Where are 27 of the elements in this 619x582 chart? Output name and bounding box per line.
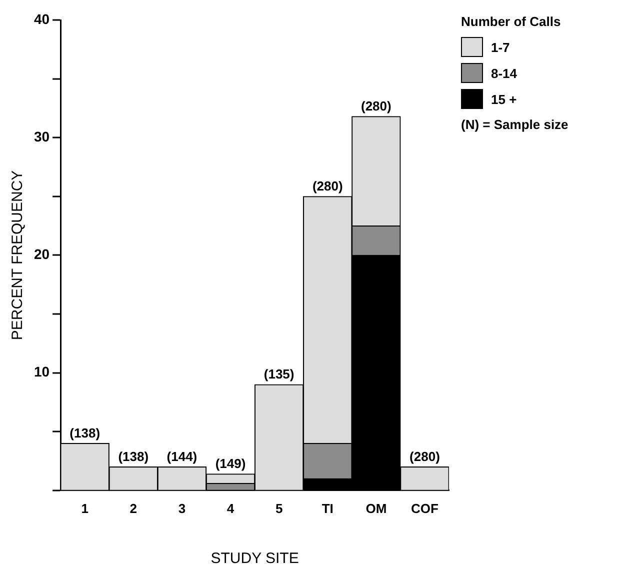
x-tick-label: 5 [275, 500, 283, 516]
legend-label: 1-7 [491, 40, 510, 54]
legend-title: Number of Calls [461, 14, 562, 29]
x-tick-label: 3 [178, 500, 186, 516]
annotation: (138) [70, 425, 100, 440]
text: (N) = Sample size [461, 117, 570, 132]
x-tick-label: OM [366, 500, 387, 516]
legend-label: 15 + [491, 92, 517, 106]
x-tick-label: 2 [130, 500, 138, 516]
x-tick-label: 4 [226, 500, 235, 516]
x-tick-label: TI [322, 500, 334, 516]
y-tick-label: 10 [34, 364, 50, 380]
x-axis-title: STUDY SITE [210, 550, 299, 568]
annotation: (149) [215, 456, 246, 472]
annotation: (280) [410, 448, 440, 464]
legend-label: 8-14 [491, 66, 518, 80]
annotation: (144) [166, 448, 198, 464]
y-tick-label: 30 [34, 128, 50, 144]
y-tick-label: 40 [34, 10, 50, 27]
annotation: (135) [264, 366, 294, 382]
y-tick-label: 20 [34, 246, 50, 262]
x-tick-label: COF [410, 500, 438, 516]
annotation: (280) [360, 98, 392, 114]
y-axis-title: PERCENT FREQUENCY [9, 170, 26, 340]
x-tick-label: 1 [81, 500, 88, 516]
annotation: (280) [312, 178, 343, 194]
annotation: (138) [118, 448, 149, 464]
